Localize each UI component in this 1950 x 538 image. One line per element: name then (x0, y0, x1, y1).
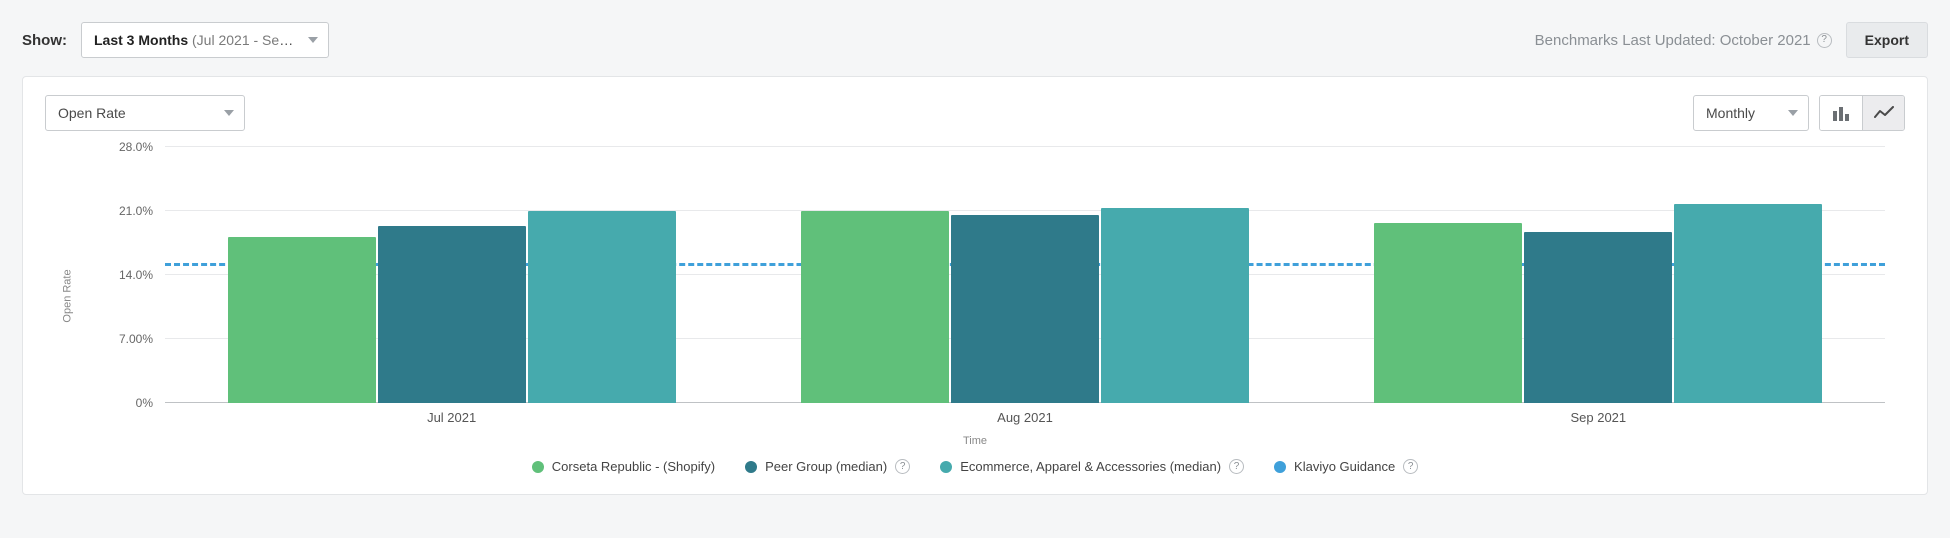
chart-group (165, 147, 738, 403)
y-tick-label: 7.00% (119, 332, 153, 346)
chevron-down-icon (1788, 110, 1798, 116)
grain-select-label: Monthly (1706, 105, 1755, 121)
line-chart-toggle[interactable] (1862, 96, 1904, 130)
chevron-down-icon (308, 37, 318, 43)
y-axis-ticks: 0%7.00%14.0%21.0%28.0% (101, 147, 157, 403)
x-tick-label: Sep 2021 (1312, 410, 1885, 425)
chart-bar[interactable] (228, 237, 376, 403)
benchmark-updated-text: Benchmarks Last Updated: October 2021 (1535, 32, 1811, 49)
y-tick-label: 28.0% (119, 140, 153, 154)
chart-bar[interactable] (1524, 232, 1672, 403)
chart-plot (165, 147, 1885, 403)
date-range-text: Last 3 Months (Jul 2021 - Sep 20… (94, 32, 298, 48)
chart-bar[interactable] (378, 226, 526, 403)
help-icon[interactable]: ? (1817, 33, 1832, 48)
legend-item: Klaviyo Guidance? (1274, 459, 1418, 474)
grain-select[interactable]: Monthly (1693, 95, 1809, 131)
legend-label: Corseta Republic - (Shopify) (552, 459, 715, 474)
legend-swatch (532, 461, 544, 473)
chart-group (738, 147, 1311, 403)
date-range-main: Last 3 Months (94, 32, 188, 48)
page-root: Show: Last 3 Months (Jul 2021 - Sep 20… … (0, 0, 1950, 495)
chart-bar[interactable] (1101, 208, 1249, 403)
line-chart-icon (1874, 106, 1894, 120)
y-tick-label: 14.0% (119, 268, 153, 282)
legend-label: Peer Group (median) (765, 459, 887, 474)
help-icon[interactable]: ? (895, 459, 910, 474)
top-bar: Show: Last 3 Months (Jul 2021 - Sep 20… … (0, 0, 1950, 76)
legend-item: Corseta Republic - (Shopify) (532, 459, 715, 474)
benchmark-updated-note: Benchmarks Last Updated: October 2021 ? (1535, 32, 1832, 49)
legend-item: Ecommerce, Apparel & Accessories (median… (940, 459, 1244, 474)
bar-chart-icon (1832, 105, 1850, 121)
y-axis-title: Open Rate (62, 269, 74, 322)
y-tick-label: 0% (136, 396, 153, 410)
chart-groups (165, 147, 1885, 403)
chart-area: Open Rate 0% 7.00% 14.0% 21.0% 28.0% Jul 202… (45, 141, 1905, 451)
legend-swatch (745, 461, 757, 473)
legend-swatch (1274, 461, 1286, 473)
chart-bar[interactable] (528, 211, 676, 403)
x-tick-label: Aug 2021 (738, 410, 1311, 425)
chart-group (1312, 147, 1885, 403)
right-controls: Monthly (1693, 95, 1905, 131)
chart-panel: Open Rate Monthly (22, 76, 1928, 495)
help-icon[interactable]: ? (1403, 459, 1418, 474)
metric-select[interactable]: Open Rate (45, 95, 245, 131)
panel-controls: Open Rate Monthly (45, 95, 1905, 131)
chart-bar[interactable] (1674, 204, 1822, 403)
metric-select-label: Open Rate (58, 105, 126, 121)
export-button[interactable]: Export (1846, 22, 1928, 58)
date-range-select[interactable]: Last 3 Months (Jul 2021 - Sep 20… (81, 22, 329, 58)
x-tick-label: Jul 2021 (165, 410, 738, 425)
chevron-down-icon (224, 110, 234, 116)
top-right: Benchmarks Last Updated: October 2021 ? … (1535, 22, 1928, 58)
top-left: Show: Last 3 Months (Jul 2021 - Sep 20… (22, 22, 329, 58)
legend-label: Ecommerce, Apparel & Accessories (median… (960, 459, 1221, 474)
legend-item: Peer Group (median)? (745, 459, 910, 474)
chart-type-toggle (1819, 95, 1905, 131)
chart-bar[interactable] (1374, 223, 1522, 403)
show-label: Show: (22, 32, 67, 49)
chart-legend: Corseta Republic - (Shopify) Peer Group (… (45, 459, 1905, 474)
y-tick-label: 21.0% (119, 204, 153, 218)
chart-bar[interactable] (951, 215, 1099, 403)
bar-chart-toggle[interactable] (1820, 96, 1862, 130)
legend-label: Klaviyo Guidance (1294, 459, 1395, 474)
x-axis-title: Time (45, 435, 1905, 447)
chart-bar[interactable] (801, 211, 949, 403)
legend-swatch (940, 461, 952, 473)
date-range-sub: (Jul 2021 - Sep 20… (192, 32, 298, 48)
x-axis-labels: Jul 2021Aug 2021Sep 2021 (165, 410, 1885, 425)
help-icon[interactable]: ? (1229, 459, 1244, 474)
